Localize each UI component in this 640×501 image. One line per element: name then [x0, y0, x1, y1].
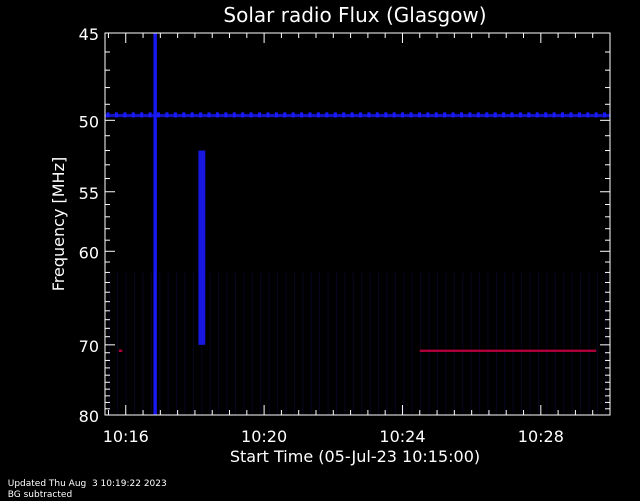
interference-dot	[401, 112, 405, 118]
interference-dot	[165, 112, 169, 118]
interference-dot	[426, 112, 430, 118]
plot-area	[105, 33, 610, 415]
interference-dot	[123, 112, 127, 118]
bg-note: BG subtracted	[7, 490, 73, 500]
interference-dot	[460, 112, 464, 118]
interference-dot	[586, 112, 590, 118]
interference-dot	[300, 112, 304, 118]
interference-dot	[493, 112, 497, 118]
interference-dot	[510, 112, 514, 118]
interference-dot	[443, 112, 447, 118]
y-axis: 45 50 55 60 70 80	[79, 25, 610, 426]
interference-dot	[409, 112, 413, 118]
x-axis-label: Start Time (05-Jul-23 10:15:00)	[230, 447, 480, 466]
interference-dot	[333, 112, 337, 118]
interference-dot	[342, 112, 346, 118]
interference-dot	[308, 112, 312, 118]
interference-dot	[552, 112, 556, 118]
x-tick-label: 10:20	[241, 427, 287, 446]
y-tick-label: 60	[79, 243, 99, 262]
updated-timestamp: Updated Thu Aug 3 10:19:22 2023	[7, 479, 167, 489]
interference-dot	[384, 112, 388, 118]
interference-dot	[350, 112, 354, 118]
interference-dot	[544, 112, 548, 118]
interference-dot	[258, 112, 262, 118]
spectrogram-feature	[419, 349, 597, 352]
y-tick-label: 70	[79, 337, 99, 356]
y-tick-label: 55	[79, 184, 99, 203]
interference-dot	[114, 112, 118, 118]
interference-dot	[207, 112, 211, 118]
interference-dot	[451, 112, 455, 118]
interference-dot	[535, 112, 539, 118]
interference-dot	[283, 112, 287, 118]
interference-dot	[173, 112, 177, 118]
x-tick-label: 10:16	[103, 427, 149, 446]
spectrogram-feature	[105, 113, 610, 118]
interference-dot	[561, 112, 565, 118]
interference-dot	[392, 112, 396, 118]
interference-dot	[594, 112, 598, 118]
y-tick-label: 50	[79, 112, 99, 131]
interference-dot	[502, 112, 506, 118]
interference-dot	[527, 112, 531, 118]
interference-dot	[468, 112, 472, 118]
interference-dot	[157, 112, 161, 118]
interference-dot	[518, 112, 522, 118]
interference-dot	[577, 112, 581, 118]
interference-dot	[569, 112, 573, 118]
interference-dot	[375, 112, 379, 118]
interference-dot	[325, 112, 329, 118]
interference-dot	[417, 112, 421, 118]
interference-dot	[241, 112, 245, 118]
spectrogram-feature	[198, 150, 206, 345]
interference-dot	[476, 112, 480, 118]
interference-dot	[131, 112, 135, 118]
interference-dot	[316, 112, 320, 118]
x-tick-label: 10:24	[379, 427, 425, 446]
interference-dot	[266, 112, 270, 118]
interference-dot	[434, 112, 438, 118]
plot-frame	[104, 32, 611, 416]
spectrogram-chart: Solar radio Flux (Glasgow) 455055607080 …	[49, 3, 611, 466]
interference-dot	[367, 112, 371, 118]
interference-dot	[148, 112, 152, 118]
y-tick-label: 45	[79, 25, 99, 44]
interference-dot	[215, 112, 219, 118]
interference-dot	[603, 112, 607, 118]
interference-dot	[485, 112, 489, 118]
interference-dot	[190, 112, 194, 118]
interference-dot	[249, 112, 253, 118]
interference-dot	[106, 112, 110, 118]
interference-dot	[199, 112, 203, 118]
footer: Updated Thu Aug 3 10:19:22 2023 BG subtr…	[2, 468, 177, 501]
x-axis: 10:16 10:20 10:24 10:28	[103, 33, 611, 446]
y-tick-label: 80	[79, 407, 99, 426]
x-tick-label: 10:28	[518, 427, 564, 446]
interference-dot	[224, 112, 228, 118]
interference-dot	[182, 112, 186, 118]
interference-dot	[232, 112, 236, 118]
interference-dot	[359, 112, 363, 118]
chart-title: Solar radio Flux (Glasgow)	[223, 3, 486, 27]
y-axis-label: Frequency [MHz]	[49, 157, 68, 291]
interference-dot	[274, 112, 278, 118]
interference-dot	[291, 112, 295, 118]
spectrogram-feature	[118, 349, 123, 352]
interference-dot	[140, 112, 144, 118]
spectrogram-feature	[153, 33, 157, 415]
